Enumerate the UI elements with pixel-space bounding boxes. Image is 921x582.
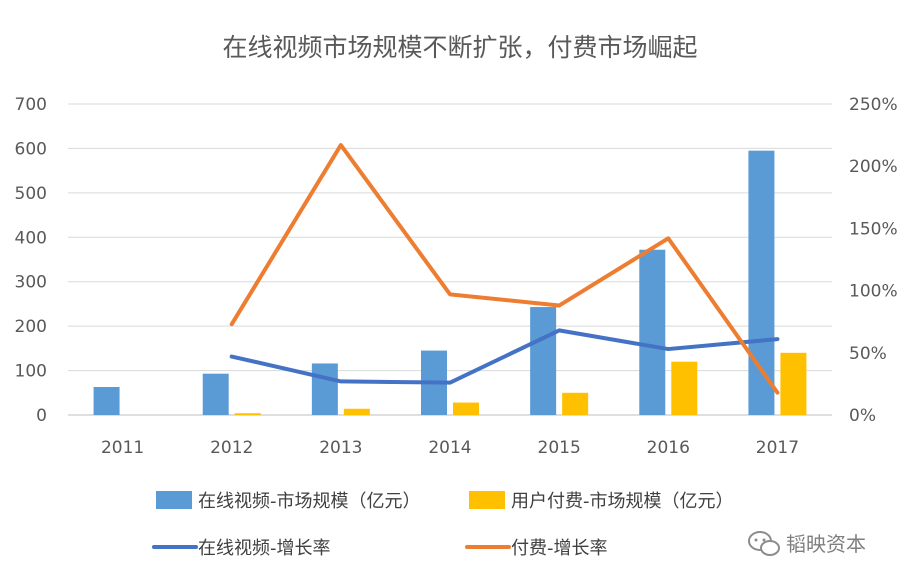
y-right-tick-label: 50% <box>849 344 887 364</box>
y-right-tick-label: 150% <box>849 219 898 239</box>
y-left-tick-label: 600 <box>15 139 47 159</box>
y-right-tick-label: 100% <box>849 282 898 302</box>
legend-swatch <box>156 491 192 509</box>
wechat-icon <box>748 531 780 556</box>
line-series <box>229 328 780 385</box>
bar <box>748 150 775 415</box>
watermark-text: 韬映资本 <box>786 532 866 556</box>
y-left-tick-label: 700 <box>15 95 47 115</box>
legend-label: 用户付费-市场规模（亿元） <box>511 491 734 512</box>
bar <box>780 352 807 415</box>
watermark: 韬映资本 <box>748 531 866 556</box>
x-tick-label: 2017 <box>756 438 799 458</box>
legend-label: 付费-增长率 <box>511 538 608 559</box>
x-tick-label: 2016 <box>647 438 690 458</box>
tick-labels: 0 100 200 300 400 500 600 700 0% 50% 100% 150% 200% 2… <box>15 95 898 458</box>
y-left-tick-label: 300 <box>15 273 47 293</box>
y-right-tick-label: 200% <box>849 157 898 177</box>
x-tick-label: 2013 <box>319 438 362 458</box>
y-left-tick-label: 200 <box>15 317 47 337</box>
line-series <box>229 143 780 395</box>
bar <box>93 387 120 415</box>
bar <box>343 408 370 415</box>
chart-title: 在线视频市场规模不断扩张，付费市场崛起 <box>222 33 697 62</box>
bar <box>202 373 229 415</box>
gridlines <box>68 103 832 416</box>
x-tick-label: 2011 <box>101 438 144 458</box>
legend-swatch <box>469 491 505 509</box>
legend: 在线视频-市场规模（亿元） 用户付费-市场规模（亿元） 在线视频-增长率 付费-增长率 <box>152 491 734 559</box>
lines <box>229 143 780 395</box>
x-tick-label: 2014 <box>428 438 471 458</box>
x-tick-label: 2012 <box>210 438 253 458</box>
bar <box>453 402 479 415</box>
bars <box>93 150 807 415</box>
bar <box>311 363 338 415</box>
y-left-tick-label: 400 <box>15 228 47 248</box>
bar <box>562 392 589 415</box>
y-right-tick-label: 0% <box>849 406 876 426</box>
x-tick-label: 2015 <box>538 438 581 458</box>
bar <box>234 413 261 415</box>
y-right-tick-label: 250% <box>849 95 898 115</box>
y-left-tick-label: 0 <box>36 406 47 426</box>
bar <box>639 249 666 415</box>
bar <box>530 307 557 415</box>
legend-label: 在线视频-市场规模（亿元） <box>198 491 421 512</box>
y-left-tick-label: 500 <box>15 184 47 204</box>
legend-label: 在线视频-增长率 <box>198 538 331 559</box>
bar <box>671 361 698 415</box>
y-left-tick-label: 100 <box>15 362 47 382</box>
